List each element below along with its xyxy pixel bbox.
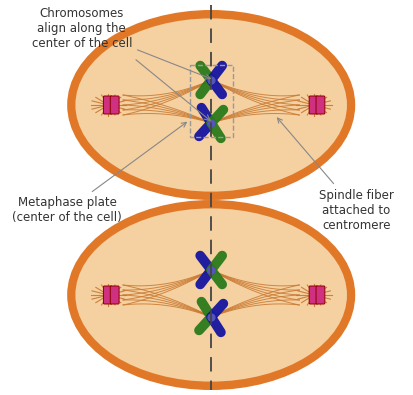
FancyBboxPatch shape (315, 96, 324, 114)
Text: Spindle fiber
attached to
centromere: Spindle fiber attached to centromere (277, 118, 393, 231)
Ellipse shape (67, 200, 354, 390)
FancyBboxPatch shape (110, 286, 119, 304)
Bar (189, 65, 232, 137)
Text: Chromosomes
align along the
center of the cell: Chromosomes align along the center of th… (31, 6, 210, 79)
Ellipse shape (74, 207, 347, 383)
FancyBboxPatch shape (103, 96, 112, 114)
FancyBboxPatch shape (309, 286, 317, 304)
Text: Metaphase plate
(center of the cell): Metaphase plate (center of the cell) (12, 122, 186, 224)
FancyBboxPatch shape (103, 286, 112, 304)
Ellipse shape (67, 10, 354, 200)
Ellipse shape (74, 17, 347, 193)
FancyBboxPatch shape (309, 96, 317, 114)
FancyBboxPatch shape (110, 96, 119, 114)
FancyBboxPatch shape (315, 286, 324, 304)
